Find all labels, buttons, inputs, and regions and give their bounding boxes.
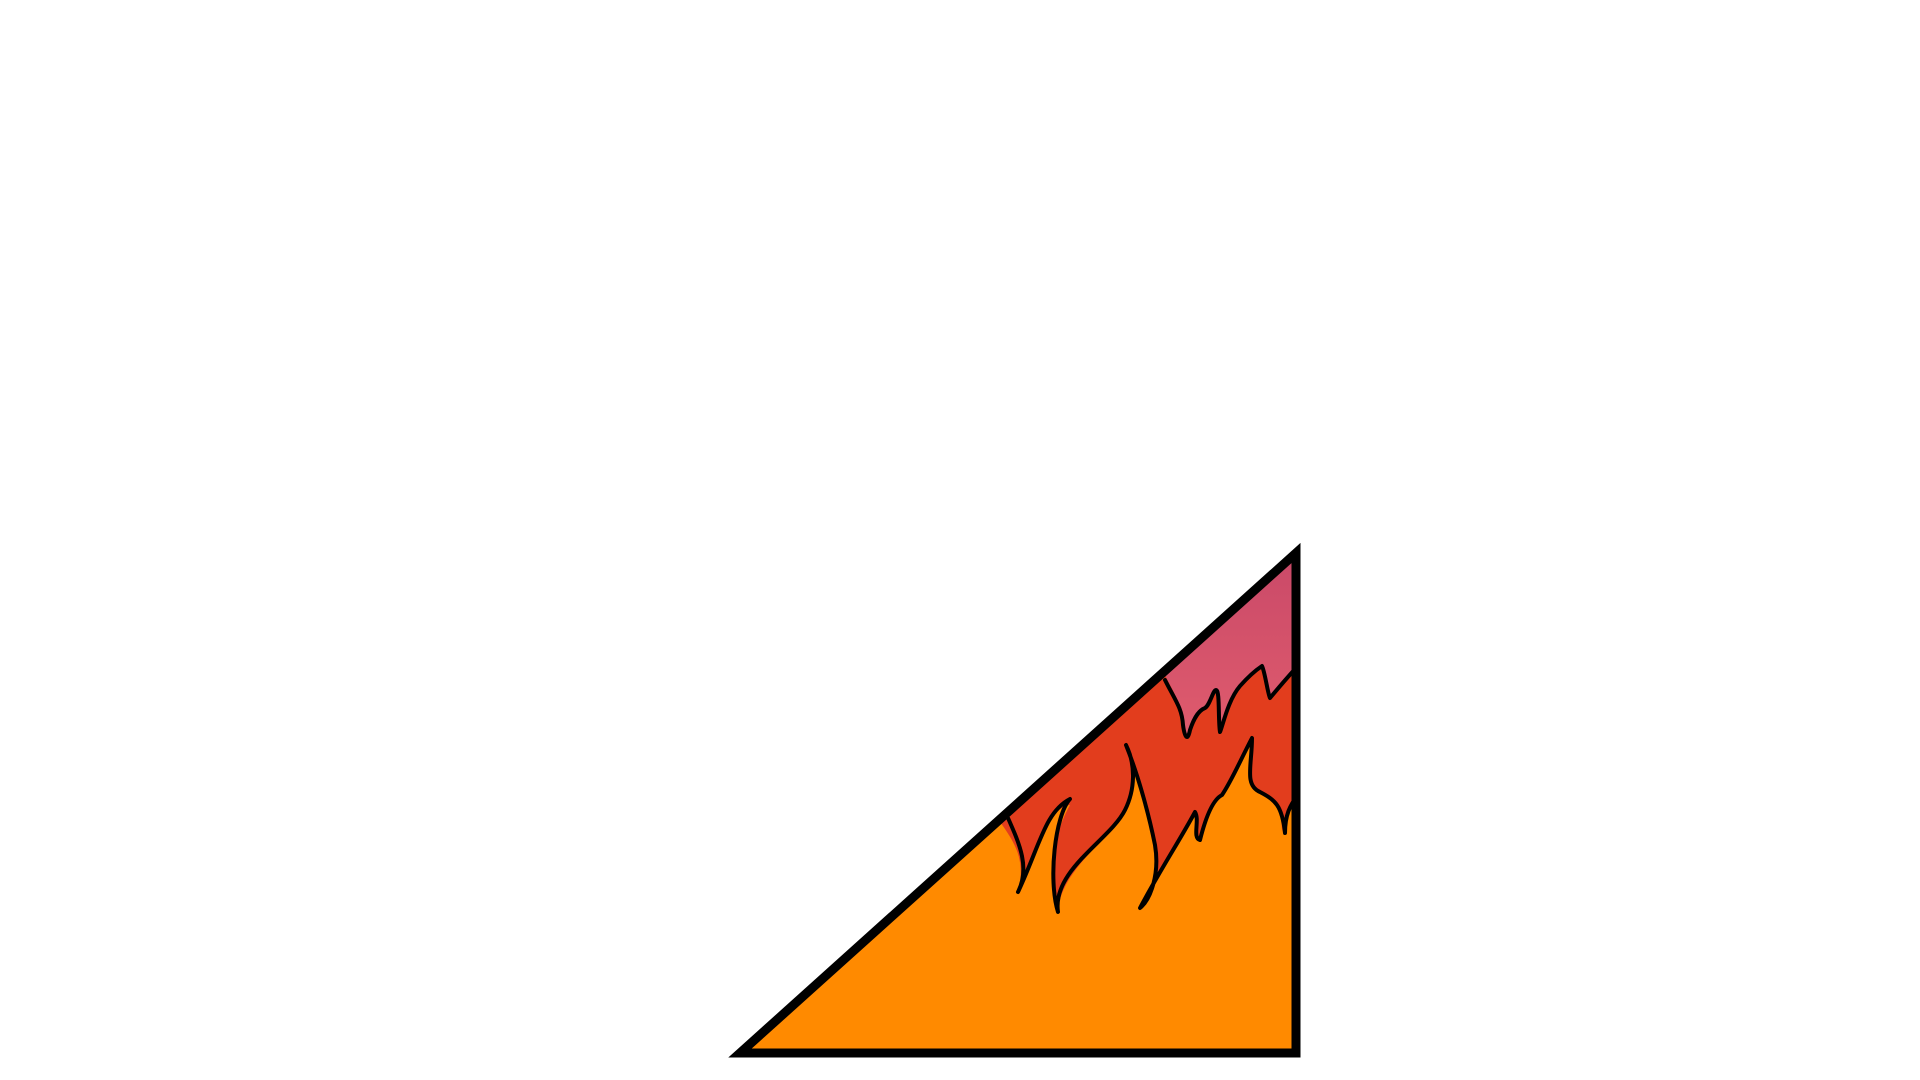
flame-outlines (1006, 664, 1300, 914)
flame-outline-lower (1006, 736, 1300, 914)
triangle-outline (728, 542, 1301, 1058)
flame-outline-upper (1163, 664, 1298, 739)
